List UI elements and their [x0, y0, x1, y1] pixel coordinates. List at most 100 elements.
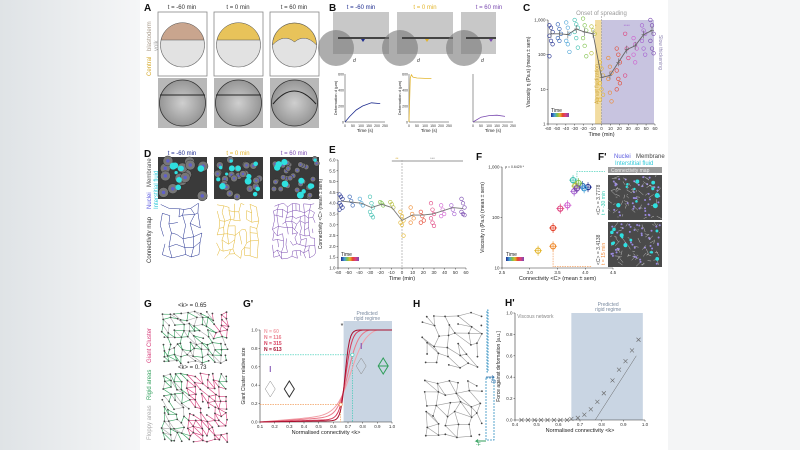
network-edge	[438, 434, 446, 436]
connectivity-edge	[221, 205, 225, 213]
connectivity-edge	[256, 207, 258, 213]
nucleus	[647, 192, 650, 195]
network-edge	[181, 427, 185, 434]
connectivity-edge	[182, 225, 186, 239]
y-tick-label: 4.5	[329, 190, 336, 195]
network-edge	[188, 413, 191, 421]
connectivity-edge	[221, 239, 224, 252]
connectivity-edge	[299, 250, 302, 256]
network-edge	[196, 342, 203, 345]
network-edge	[200, 373, 209, 376]
network-edge	[174, 392, 183, 395]
network-node	[475, 384, 478, 387]
rigid-regime-label: rigid regime	[595, 307, 621, 313]
connectivity-edge	[217, 233, 225, 236]
connectivity-edge	[304, 230, 306, 237]
interstitial-fluid	[616, 202, 621, 208]
network-edge	[439, 335, 449, 337]
connectivity-edge	[308, 209, 310, 219]
x-tick-label: 50	[453, 270, 459, 275]
network-node	[475, 412, 478, 414]
network-edge	[218, 373, 222, 382]
network-edge	[220, 359, 227, 364]
connectivity-edge	[299, 228, 302, 235]
network-node	[194, 398, 197, 401]
connectivity-edge	[309, 204, 312, 210]
network-node	[421, 321, 424, 324]
y-tick-label: 0	[406, 121, 408, 125]
time-label: t = 0 min	[226, 5, 249, 11]
embryo-edge	[382, 30, 418, 66]
nucleus	[296, 188, 299, 191]
network-edge	[218, 381, 226, 390]
y-tick-label: 0.4	[251, 383, 258, 388]
network-node	[201, 316, 204, 319]
network-node	[170, 393, 173, 396]
network-edge	[193, 325, 200, 331]
connectivity-edge	[624, 203, 627, 205]
x-tick-label: 0.4	[301, 424, 308, 429]
data-point	[431, 223, 437, 228]
network-node	[453, 332, 456, 334]
fluid-label: Interstitial fluid	[154, 171, 160, 209]
data-point	[588, 407, 594, 412]
network-edge	[187, 312, 198, 318]
connectivity-edge	[641, 263, 645, 265]
network-node	[437, 434, 440, 437]
network-edge	[456, 435, 472, 438]
nucleus	[311, 178, 314, 181]
x-tick-label: -10	[388, 270, 395, 275]
network-node	[163, 438, 166, 441]
network-node	[169, 313, 172, 316]
network-edge	[163, 388, 172, 395]
connectivity-edge	[232, 239, 236, 250]
network-edge	[163, 344, 165, 351]
connectivity-edge	[179, 208, 184, 210]
time-label: t = 60 min	[281, 151, 308, 157]
abrupt-label: Abrupt fluidization	[594, 64, 600, 104]
network-node	[213, 434, 216, 437]
embryo-image	[271, 79, 318, 127]
network-edge	[214, 434, 220, 440]
network-edge	[221, 311, 227, 316]
y-axis-label: Force against deformation [a.u.]	[496, 331, 502, 402]
network-edge	[221, 412, 227, 417]
network-edge	[433, 315, 435, 326]
nucleus	[647, 203, 650, 206]
connectivity-edge	[617, 261, 623, 266]
x-tick-label: 2.5	[499, 270, 506, 275]
data-point	[597, 97, 603, 102]
network-node	[448, 324, 451, 326]
data-point	[631, 36, 636, 41]
network-node	[433, 324, 436, 327]
network-edge	[213, 324, 221, 332]
connectivity-edge	[292, 227, 295, 230]
network-edge	[200, 373, 204, 384]
network-edge	[170, 434, 172, 441]
connectivity-edge	[285, 217, 287, 222]
nucleus	[241, 172, 245, 176]
network-edge	[174, 354, 182, 364]
network-node	[211, 341, 214, 344]
network-node	[180, 355, 182, 358]
data-point	[439, 214, 444, 219]
nucleus	[651, 247, 654, 250]
network-edge	[168, 332, 175, 338]
connectivity-edge	[609, 235, 613, 238]
nucleus	[248, 187, 252, 190]
connectivity-edge	[295, 210, 300, 212]
connectivity-edge	[309, 209, 315, 213]
nucleus	[200, 194, 205, 198]
network-node	[207, 386, 209, 389]
network-edge	[433, 335, 440, 347]
map-legend-label: Connectivity map	[611, 168, 650, 174]
network-edge	[186, 312, 189, 321]
network-edge	[454, 332, 472, 346]
network-edge	[226, 318, 229, 327]
network-node	[183, 426, 185, 429]
network-node	[175, 359, 178, 362]
significance-right: ****	[624, 23, 631, 28]
connectivity-edge	[645, 193, 648, 196]
network-edge	[207, 420, 215, 422]
data-point	[616, 52, 621, 57]
